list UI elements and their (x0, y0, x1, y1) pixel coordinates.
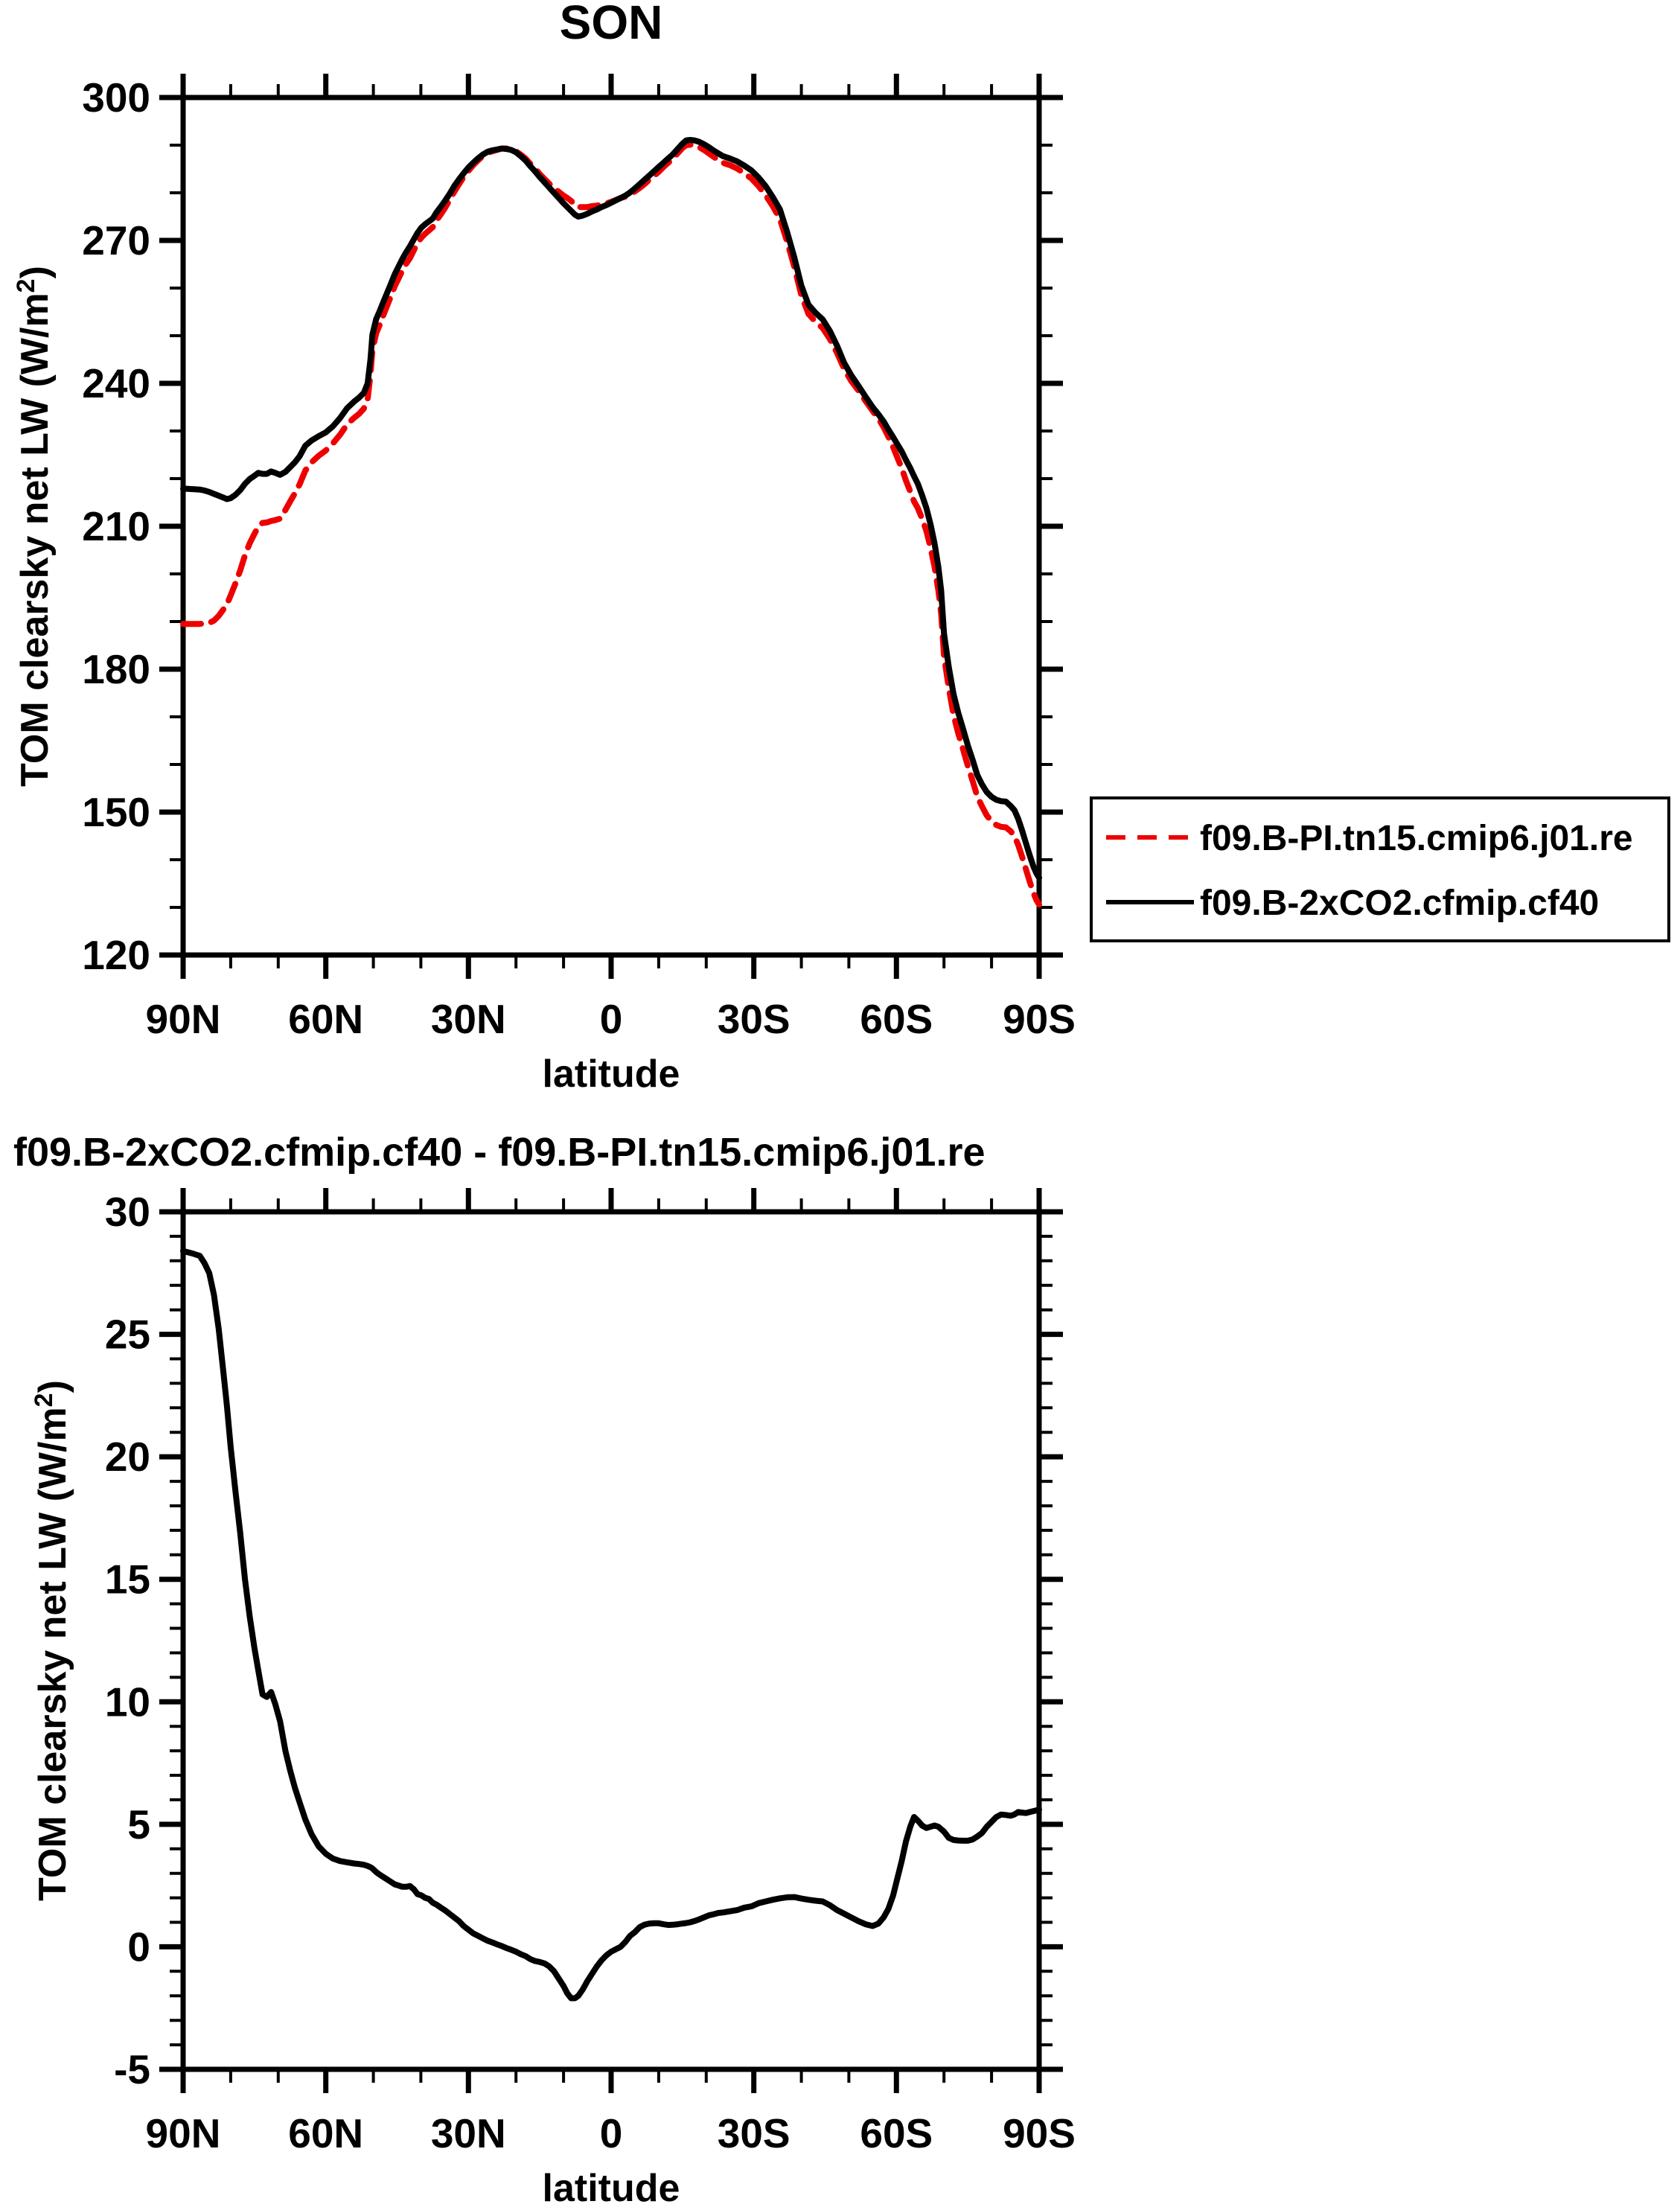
axis-frame (180, 95, 1042, 958)
bottom-panel-axes: 90N 60N 30N 0 30S 60S 90S 30 25 20 15 10 5 0 -5 (105, 1188, 1076, 2156)
y-tick-label: 270 (82, 217, 150, 264)
series-difference-curve (180, 1248, 1042, 2002)
x-tick-label: 90S (1003, 2110, 1076, 2156)
y-tick-label: 0 (127, 1923, 150, 1970)
legend-label-pi: f09.B-PI.tn15.cmip6.j01.re (1200, 819, 1633, 858)
y-tick-label: 240 (82, 360, 150, 406)
x-tick-label: 30N (431, 2110, 506, 2156)
y-tick-label: 150 (82, 789, 150, 835)
top-panel-title: SON (560, 0, 663, 49)
x-tick-label: 90S (1003, 996, 1076, 1042)
y-tick-label: 20 (105, 1434, 150, 1480)
top-panel-x-axis-label: latitude (543, 1053, 680, 1096)
legend-box: f09.B-PI.tn15.cmip6.j01.re f09.B-2xCO2.c… (1090, 796, 1670, 942)
y-tick-label: 5 (127, 1801, 150, 1847)
x-tick-label: 30N (431, 996, 506, 1042)
x-tick-label: 30S (718, 2110, 791, 2156)
x-tick-label: 90N (146, 996, 221, 1042)
y-tick-label: 300 (82, 74, 150, 121)
top-panel-y-axis-label: TOM clearsky net LW (W/m2) (12, 266, 57, 787)
x-tick-label: 0 (600, 996, 623, 1042)
axis-frame (180, 1209, 1042, 2072)
y-tick-label: 25 (105, 1312, 150, 1358)
bottom-panel: f09.B-2xCO2.cfmip.cf40 - f09.B-PI.tn15.c… (13, 1130, 1076, 2210)
x-tick-label: 60N (288, 996, 363, 1042)
y-tick-label: 210 (82, 503, 150, 549)
x-tick-label: 60S (860, 996, 933, 1042)
bottom-panel-curves (180, 1248, 1042, 2002)
bottom-panel-x-axis-label: latitude (543, 2167, 680, 2210)
top-panel-curves (180, 137, 1042, 908)
x-tick-label: 60S (860, 2110, 933, 2156)
bottom-panel-title: f09.B-2xCO2.cfmip.cf40 - f09.B-PI.tn15.c… (13, 1130, 986, 1175)
legend-border (1090, 796, 1670, 942)
y-tick-label: 180 (82, 646, 150, 692)
y-tick-label: -5 (114, 2046, 150, 2092)
y-tick-label: 30 (105, 1189, 150, 1235)
x-tick-label: 60N (288, 2110, 363, 2156)
y-tick-label: 120 (82, 932, 150, 978)
bottom-panel-y-axis-label: TOM clearsky net LW (W/m2) (30, 1380, 74, 1901)
y-tick-label: 10 (105, 1679, 150, 1725)
x-tick-label: 0 (600, 2110, 623, 2156)
x-tick-label: 30S (718, 996, 791, 1042)
series-pi-curve (180, 141, 1042, 908)
y-tick-label: 15 (105, 1556, 150, 1603)
top-panel-axes: 90N 60N 30N 0 30S 60S 90S 300 270 240 210 180 150 120 (82, 74, 1076, 1042)
legend-line-samples (1106, 835, 1194, 904)
series-2xco2-curve (180, 137, 1042, 881)
legend-label-2xco2: f09.B-2xCO2.cfmip.cf40 (1200, 884, 1599, 923)
top-panel: SON 90N 60N 30N 0 30S 60S 90S 300 270 240 210 180 15… (12, 0, 1076, 1096)
x-tick-label: 90N (146, 2110, 221, 2156)
